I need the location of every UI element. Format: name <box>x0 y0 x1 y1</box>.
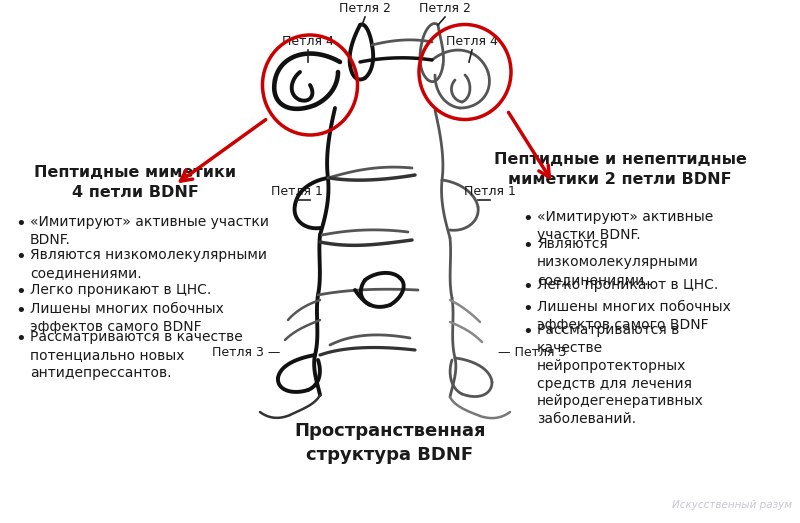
Text: Петля 3 —: Петля 3 — <box>212 346 280 358</box>
Text: Пространственная
структура BDNF: Пространственная структура BDNF <box>294 422 486 463</box>
Text: Петля 2: Петля 2 <box>339 2 391 15</box>
Text: •: • <box>522 210 533 228</box>
Text: •: • <box>522 237 533 255</box>
Text: Петля 4: Петля 4 <box>446 35 498 48</box>
Text: •: • <box>15 330 26 348</box>
Text: •: • <box>15 248 26 266</box>
Text: Пептидные миметики
4 петли BDNF: Пептидные миметики 4 петли BDNF <box>34 165 236 200</box>
Text: •: • <box>522 278 533 296</box>
Text: Лишены многих побочных
эффектов самого BDNF: Лишены многих побочных эффектов самого B… <box>30 302 224 334</box>
Text: •: • <box>15 283 26 301</box>
Text: Рассматриваются в
качестве
нейропротекторных
средств для лечения
нейродегенерати: Рассматриваются в качестве нейропротекто… <box>537 323 704 426</box>
Text: Петля 1: Петля 1 <box>464 185 516 198</box>
Text: Петля 1: Петля 1 <box>271 185 323 198</box>
Text: •: • <box>15 302 26 320</box>
Text: Рассматриваются в качестве
потенциально новых
антидепрессантов.: Рассматриваются в качестве потенциально … <box>30 330 242 380</box>
Text: Пептидные и непептидные
миметики 2 петли BDNF: Пептидные и непептидные миметики 2 петли… <box>494 152 746 187</box>
Text: •: • <box>522 300 533 318</box>
Text: Лишены многих побочных
эффектов самого BDNF: Лишены многих побочных эффектов самого B… <box>537 300 731 332</box>
Text: Легко проникают в ЦНС.: Легко проникают в ЦНС. <box>537 278 718 292</box>
Text: Легко проникают в ЦНС.: Легко проникают в ЦНС. <box>30 283 211 297</box>
Text: «Имитируют» активные
участки BDNF.: «Имитируют» активные участки BDNF. <box>537 210 714 242</box>
Text: «Имитируют» активные участки
BDNF.: «Имитируют» активные участки BDNF. <box>30 215 269 247</box>
Text: Искусственный разум: Искусственный разум <box>672 500 792 510</box>
Text: Являются низкомолекулярными
соединениями.: Являются низкомолекулярными соединениями… <box>30 248 267 280</box>
Text: Петля 2: Петля 2 <box>419 2 471 15</box>
Text: Являются
низкомолекулярными
соединениями.: Являются низкомолекулярными соединениями… <box>537 237 699 287</box>
Text: •: • <box>522 323 533 341</box>
Text: Петля 4: Петля 4 <box>282 35 334 48</box>
Text: •: • <box>15 215 26 233</box>
Text: — Петля 3: — Петля 3 <box>498 346 566 358</box>
